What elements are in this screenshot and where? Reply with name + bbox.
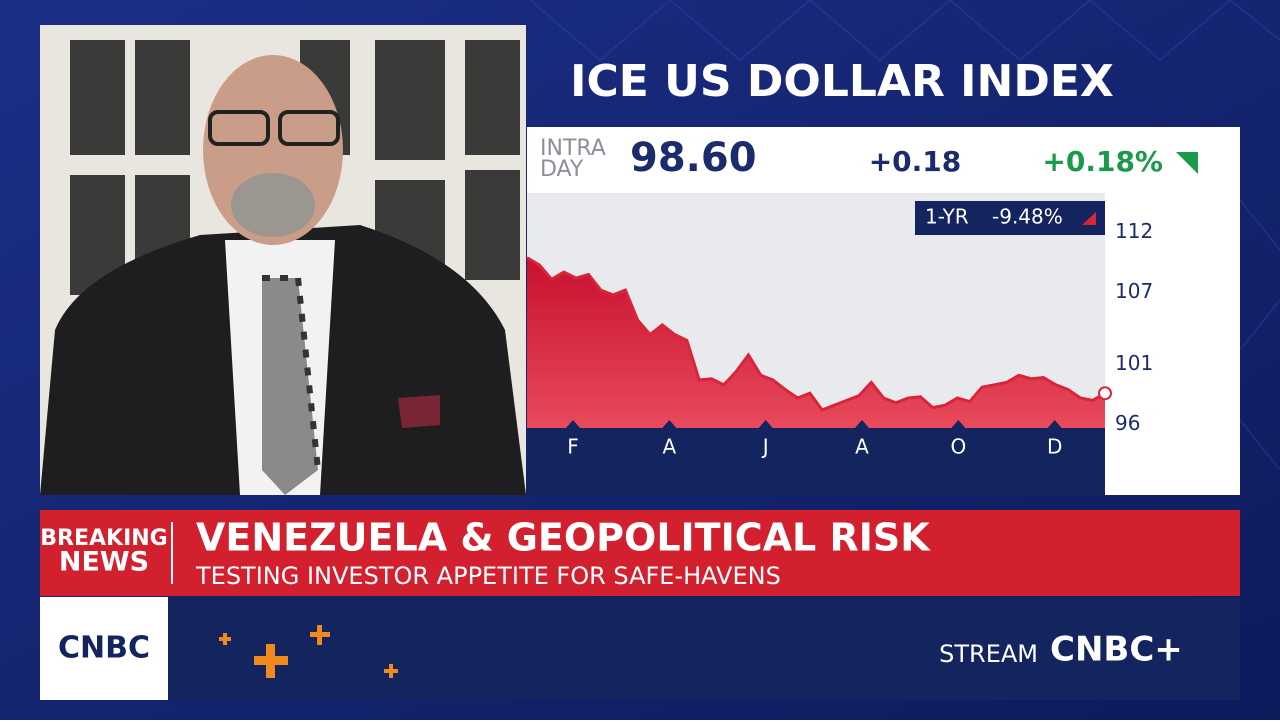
- area: [527, 257, 1105, 428]
- line: [526, 256, 1106, 412]
- x-tick-label: O: [950, 435, 966, 459]
- up-arrow: [1176, 152, 1198, 174]
- banner: [40, 510, 1240, 596]
- price: 98.60: [630, 135, 757, 181]
- y-tick-label: 101: [1115, 351, 1153, 375]
- x-tick-label: F: [567, 435, 579, 459]
- quote-bar: [527, 127, 1240, 193]
- last-point: [1098, 386, 1112, 401]
- x-tick-label: J: [761, 435, 769, 459]
- period: 1-YR: [925, 205, 969, 229]
- y-tick-label: 96: [1115, 411, 1140, 435]
- intraday-label: DAY: [540, 157, 584, 182]
- x-tick-label: A: [662, 435, 676, 459]
- month-marker: [855, 420, 869, 428]
- stream: STREAM: [939, 640, 1038, 668]
- breaking-tag: NEWS: [59, 547, 149, 578]
- x-tick-label: D: [1047, 435, 1062, 459]
- change: +0.18: [869, 145, 962, 178]
- period-box: [915, 201, 1105, 235]
- headline: VENEZUELA & GEOPOLITICAL RISK: [196, 516, 931, 560]
- chart-title: ICE US DOLLAR INDEX: [570, 56, 1114, 107]
- footer: [40, 597, 1240, 700]
- month-marker: [566, 420, 580, 428]
- x-axis-strip: [527, 428, 1105, 495]
- change-pct: +0.18%: [1042, 145, 1163, 178]
- axis-panel: [1105, 193, 1240, 495]
- down-arrow: [1082, 212, 1096, 225]
- month-marker: [758, 420, 773, 428]
- decor-plus: [219, 625, 398, 678]
- video-feed: [40, 25, 526, 495]
- x-tick-label: A: [855, 435, 869, 459]
- brand: CNBC+: [1050, 630, 1183, 670]
- chart: 96 101 107 112 F A J A O D: [526, 219, 1153, 459]
- month-marker: [662, 420, 677, 428]
- month-marker: [1047, 420, 1062, 428]
- logo-box: [40, 597, 168, 700]
- background-pattern: [529, 0, 1280, 471]
- y-tick-label: 112: [1115, 219, 1153, 243]
- logo: CNBC: [58, 631, 150, 666]
- month-marker: [951, 420, 966, 428]
- intraday-label: INTRA: [540, 136, 606, 161]
- subhead: TESTING INVESTOR APPETITE FOR SAFE-HAVEN…: [195, 562, 781, 590]
- period-change: -9.48%: [992, 205, 1063, 229]
- y-tick-label: 107: [1115, 279, 1153, 303]
- breaking-tag: BREAKING: [40, 526, 167, 551]
